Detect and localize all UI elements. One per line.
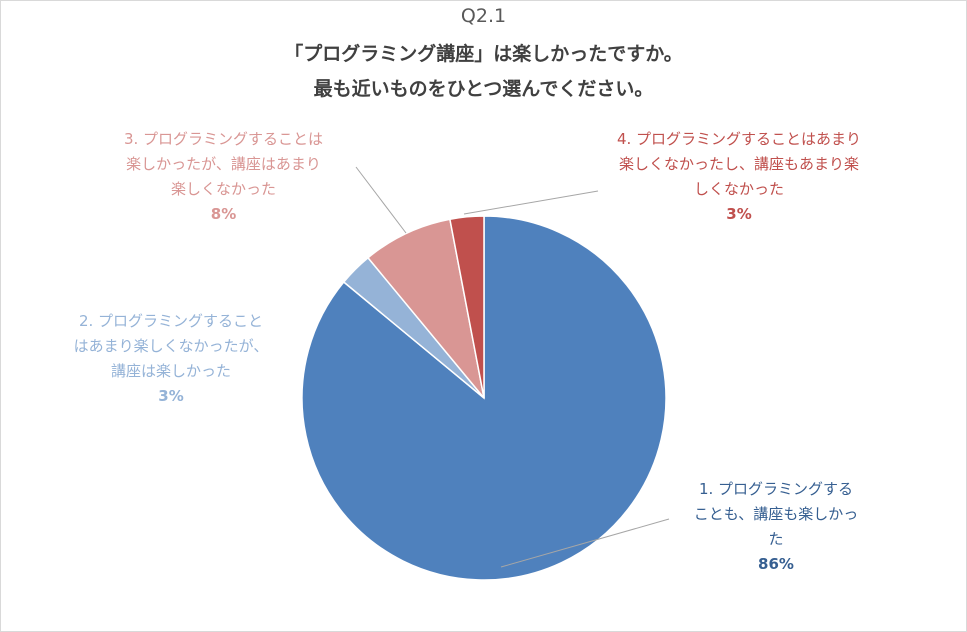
label-line: はあまり楽しくなかったが、 (73, 337, 269, 355)
data-label-slice-2: 2. プログラミングすること はあまり楽しくなかったが、 講座は楽しかった 3% (41, 309, 301, 409)
data-label-slice-3: 3. プログラミングすることは 楽しかったが、講座はあまり 楽しくなかった 8% (91, 127, 356, 227)
chart-title-question: Q2.1 (460, 5, 507, 27)
leader-line-3 (463, 190, 599, 215)
label-percent: 3% (158, 387, 184, 405)
label-line: 3. プログラミングすることは (123, 130, 324, 148)
label-line: 楽しくなかったし、講座もあまり楽 (618, 155, 859, 173)
label-line: しくなかった (693, 180, 784, 198)
label-line: た (768, 530, 784, 548)
label-line: 1. プログラミングする (698, 480, 854, 498)
leader-line-1 (500, 518, 670, 568)
label-line: 講座は楽しかった (110, 362, 231, 380)
label-line: 4. プログラミングすることはあまり (616, 130, 862, 148)
data-label-slice-4: 4. プログラミングすることはあまり 楽しくなかったし、講座もあまり楽 しくなか… (579, 127, 899, 227)
pie-slice-4 (449, 215, 485, 399)
label-line: 楽しかったが、講座はあまり (126, 155, 321, 173)
label-percent: 8% (210, 205, 237, 223)
pie-slice-3 (366, 218, 485, 399)
leader-line-2 (355, 166, 407, 234)
chart-title-line-2: 最も近いものをひとつ選んでください。 (313, 78, 654, 100)
chart-title-line-1: 「プログラミング講座」は楽しかったですか。 (284, 43, 683, 65)
label-line: 2. プログラミングすること (78, 312, 264, 330)
data-label-slice-1: 1. プログラミングする ことも、講座も楽しかっ た 86% (661, 477, 891, 577)
label-line: ことも、講座も楽しかっ (693, 505, 859, 523)
label-percent: 3% (726, 205, 752, 223)
label-percent: 86% (758, 555, 794, 573)
label-line: 楽しくなかった (170, 180, 276, 198)
